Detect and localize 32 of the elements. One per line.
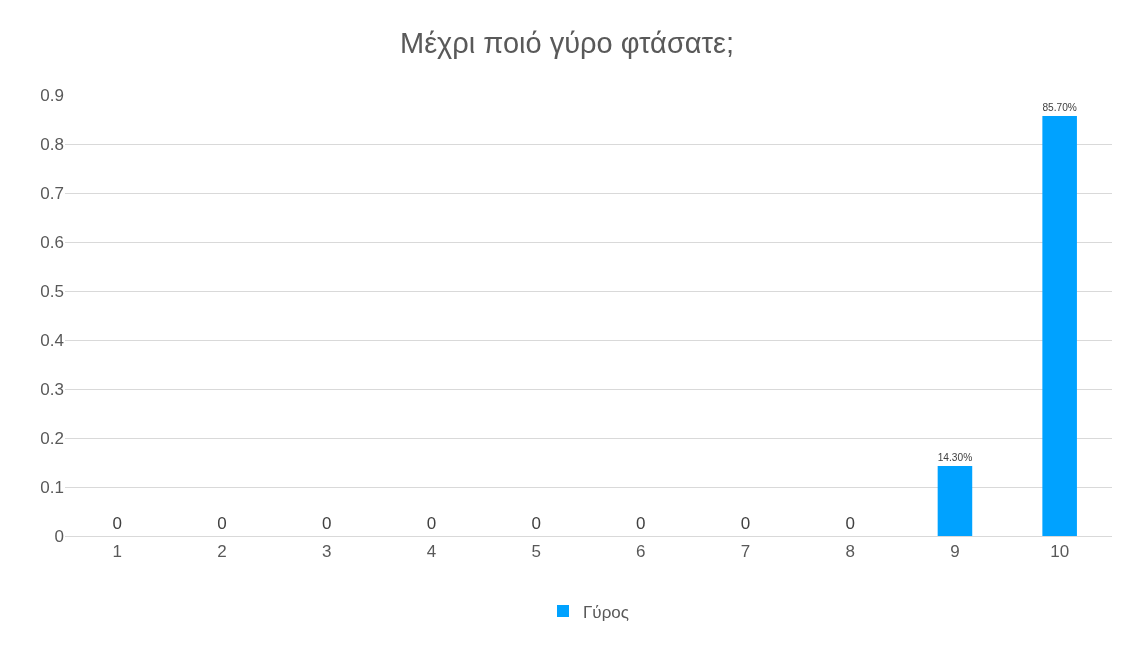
- y-tick-label: 0.2: [40, 428, 64, 448]
- y-tick-label: 0.1: [40, 477, 64, 497]
- x-tick-label: 2: [217, 542, 227, 562]
- x-tick-label: 3: [322, 542, 332, 562]
- data-label: 0: [112, 514, 123, 533]
- x-tick-label: 5: [531, 542, 541, 562]
- y-tick-label: 0: [54, 526, 64, 546]
- y-tick-label: 0.5: [40, 281, 64, 301]
- data-label: 0: [217, 514, 227, 533]
- legend-label: Γύρος: [583, 602, 629, 622]
- x-tick-label: 8: [845, 542, 855, 562]
- y-tick-label: 0.4: [40, 330, 64, 350]
- data-label: 0: [636, 514, 646, 533]
- data-label: 85.70%: [1042, 101, 1077, 113]
- x-tick-label: 9: [950, 542, 960, 562]
- x-tick-label: 7: [740, 542, 751, 562]
- x-tick-label: 4: [426, 542, 437, 562]
- data-label: 0: [845, 514, 855, 533]
- data-label: 0: [426, 514, 437, 533]
- chart-title: Μέχρι ποιό γύρο φτάσατε;: [399, 26, 735, 59]
- data-label: 14.30%: [937, 451, 973, 463]
- y-tick-label: 0.8: [40, 134, 64, 154]
- data-label: 0: [531, 514, 541, 533]
- x-tick-label: 10: [1050, 542, 1070, 562]
- data-label: 0: [740, 514, 751, 533]
- y-tick-label: 0.9: [40, 85, 64, 105]
- x-tick-label: 6: [636, 542, 646, 562]
- y-tick-label: 0.3: [40, 379, 64, 399]
- y-tick-label: 0.7: [40, 183, 64, 203]
- x-tick-label: 1: [112, 542, 123, 562]
- y-tick-label: 0.6: [40, 232, 64, 252]
- data-label: 0: [322, 514, 332, 533]
